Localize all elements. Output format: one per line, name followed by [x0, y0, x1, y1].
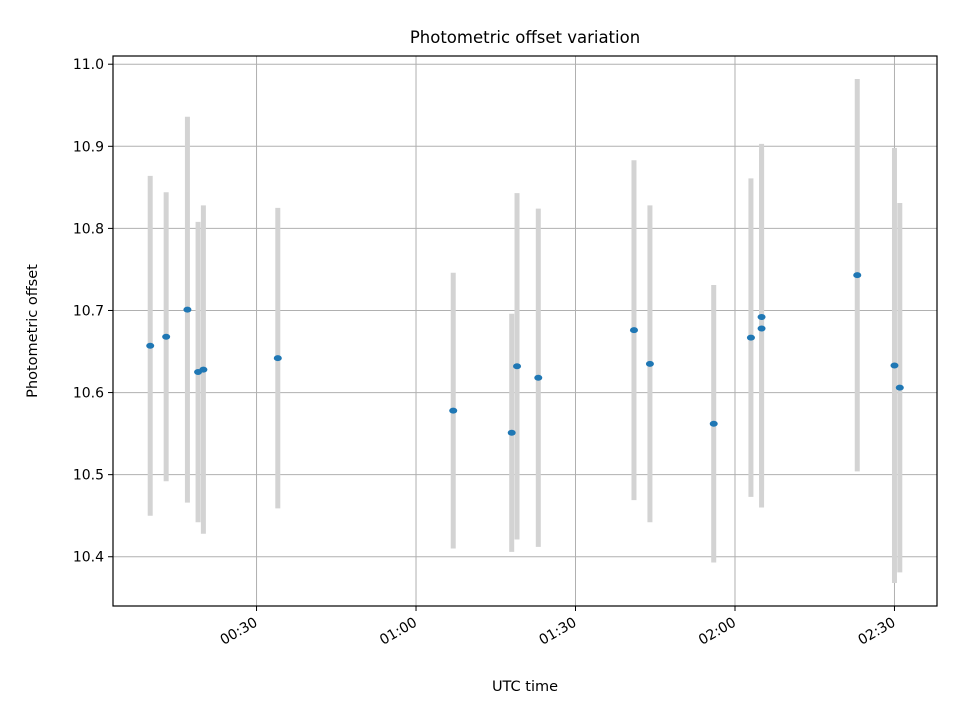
data-point — [895, 384, 904, 391]
data-point — [746, 334, 755, 341]
y-axis-ticks: 10.4 10.5 10.6 10.7 10.8 10.9 11.0 — [73, 57, 113, 566]
data-point — [534, 374, 543, 381]
data-point — [183, 306, 192, 313]
y-tick-label: 10.4 — [73, 550, 104, 566]
y-axis-label: Photometric offset — [25, 264, 41, 398]
plot-area-frame — [112, 55, 938, 607]
data-point — [507, 429, 516, 436]
chart-title: Photometric offset variation — [410, 28, 640, 47]
data-points — [146, 272, 904, 436]
y-tick-label: 10.7 — [73, 303, 104, 319]
data-point — [709, 420, 718, 427]
y-tick-label: 11.0 — [73, 57, 104, 73]
y-tick-label: 10.9 — [73, 139, 104, 155]
data-point — [273, 355, 282, 362]
data-point — [513, 363, 522, 370]
data-point — [645, 360, 654, 367]
data-point — [757, 314, 766, 321]
y-tick-label: 10.8 — [73, 221, 104, 237]
data-point — [449, 407, 458, 414]
data-point — [162, 333, 171, 340]
y-tick-label: 10.5 — [73, 468, 104, 484]
y-tick-label: 10.6 — [73, 386, 104, 402]
data-point — [146, 342, 155, 349]
data-point — [629, 327, 638, 334]
data-point — [890, 362, 899, 369]
x-axis-label: UTC time — [492, 679, 558, 695]
data-point — [757, 325, 766, 332]
data-point — [199, 366, 208, 373]
data-point — [853, 272, 862, 279]
